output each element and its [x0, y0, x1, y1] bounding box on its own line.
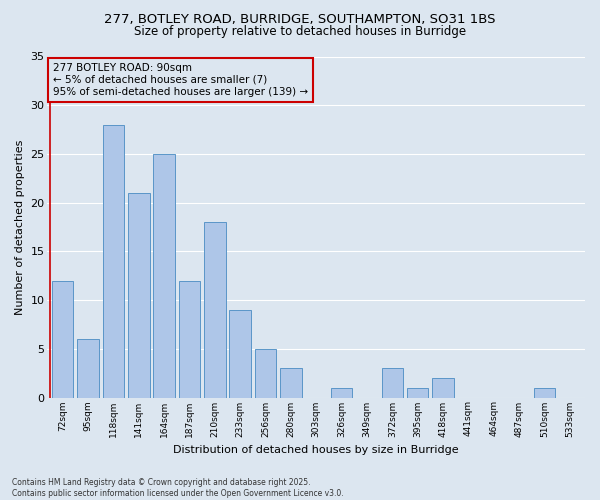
Text: Contains HM Land Registry data © Crown copyright and database right 2025.
Contai: Contains HM Land Registry data © Crown c…: [12, 478, 344, 498]
Bar: [179, 280, 200, 398]
Bar: [432, 378, 454, 398]
Bar: [331, 388, 352, 398]
Text: Size of property relative to detached houses in Burridge: Size of property relative to detached ho…: [134, 25, 466, 38]
Bar: [533, 388, 555, 398]
Bar: [77, 339, 99, 398]
Bar: [128, 193, 149, 398]
Bar: [255, 349, 276, 398]
X-axis label: Distribution of detached houses by size in Burridge: Distribution of detached houses by size …: [173, 445, 459, 455]
Bar: [280, 368, 302, 398]
Y-axis label: Number of detached properties: Number of detached properties: [15, 140, 25, 314]
Bar: [204, 222, 226, 398]
Bar: [229, 310, 251, 398]
Bar: [103, 124, 124, 398]
Bar: [407, 388, 428, 398]
Bar: [154, 154, 175, 398]
Text: 277, BOTLEY ROAD, BURRIDGE, SOUTHAMPTON, SO31 1BS: 277, BOTLEY ROAD, BURRIDGE, SOUTHAMPTON,…: [104, 12, 496, 26]
Text: 277 BOTLEY ROAD: 90sqm
← 5% of detached houses are smaller (7)
95% of semi-detac: 277 BOTLEY ROAD: 90sqm ← 5% of detached …: [53, 64, 308, 96]
Bar: [52, 280, 73, 398]
Bar: [382, 368, 403, 398]
